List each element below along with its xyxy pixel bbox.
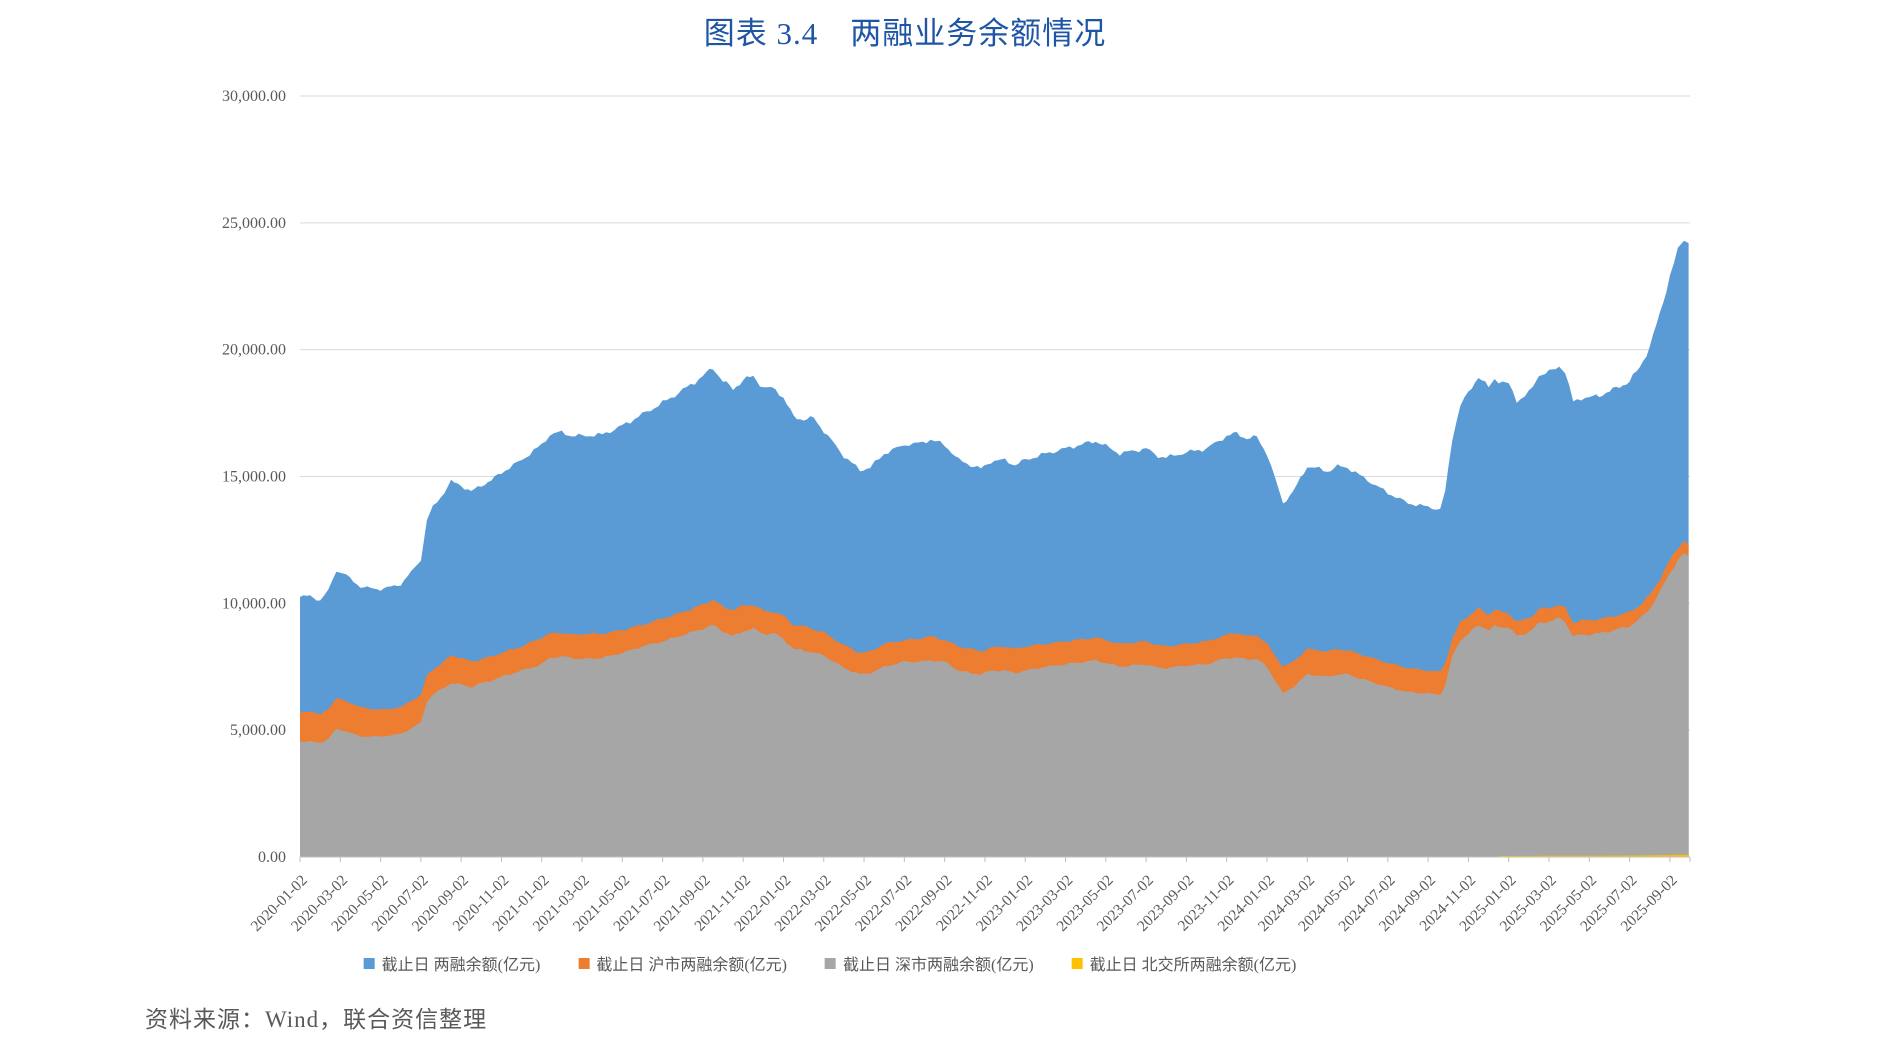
chart-areas bbox=[300, 240, 1689, 858]
y-tick-label: 5,000.00 bbox=[230, 722, 286, 739]
series-area-3 bbox=[1498, 854, 1689, 857]
x-axis bbox=[299, 856, 1691, 862]
legend-label: 截止日 两融余额(亿元) bbox=[381, 957, 541, 974]
chart-legend: 截止日 两融余额(亿元) 截止日 沪市两融余额(亿元) 截止日 深市两融余额(亿元)… bbox=[345, 951, 1316, 975]
y-tick-label: 25,000.00 bbox=[222, 215, 286, 232]
y-tick-label: 0.00 bbox=[258, 849, 286, 866]
y-tick-label: 10,000.00 bbox=[222, 595, 286, 612]
area-chart: 30,000.00 25,000.00 20,000.00 15,000.00 10,0… bbox=[222, 88, 1691, 935]
x-axis-tick-labels: 2020-01-022020-03-022020-05-022020-07-02… bbox=[248, 872, 1681, 935]
y-tick-label: 20,000.00 bbox=[222, 342, 286, 359]
legend-item-3: 截止日 北交所两融余额(亿元) bbox=[1071, 951, 1297, 975]
legend-item-1: 截止日 沪市两融余额(亿元) bbox=[578, 951, 787, 975]
legend-marker-icon bbox=[825, 957, 836, 969]
legend-label: 截止日 沪市两融余额(亿元) bbox=[596, 957, 787, 974]
legend-marker-icon bbox=[1071, 957, 1083, 969]
y-tick-label: 30,000.00 bbox=[222, 88, 286, 105]
chart-title: 图表 3.4 两融业务余额情况 bbox=[703, 16, 1107, 51]
y-tick-label: 15,000.00 bbox=[222, 469, 286, 486]
legend-label: 截止日 深市两融余额(亿元) bbox=[843, 957, 1034, 974]
legend-marker-icon bbox=[578, 957, 590, 969]
legend-label: 截止日 北交所两融余额(亿元) bbox=[1089, 957, 1297, 974]
legend-marker-icon bbox=[363, 957, 375, 969]
y-axis-tick-labels: 30,000.00 25,000.00 20,000.00 15,000.00 10,0… bbox=[222, 88, 286, 866]
source-note: 资料来源：Wind，联合资信整理 bbox=[145, 1007, 488, 1032]
legend-item-0: 截止日 两融余额(亿元) bbox=[363, 951, 541, 975]
series-area-2 bbox=[300, 553, 1689, 857]
legend-item-2: 截止日 深市两融余额(亿元) bbox=[825, 951, 1034, 975]
